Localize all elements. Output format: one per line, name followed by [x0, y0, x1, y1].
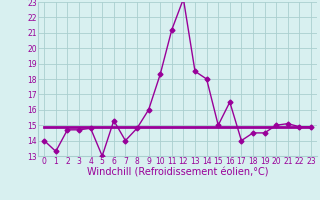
X-axis label: Windchill (Refroidissement éolien,°C): Windchill (Refroidissement éolien,°C) — [87, 168, 268, 178]
